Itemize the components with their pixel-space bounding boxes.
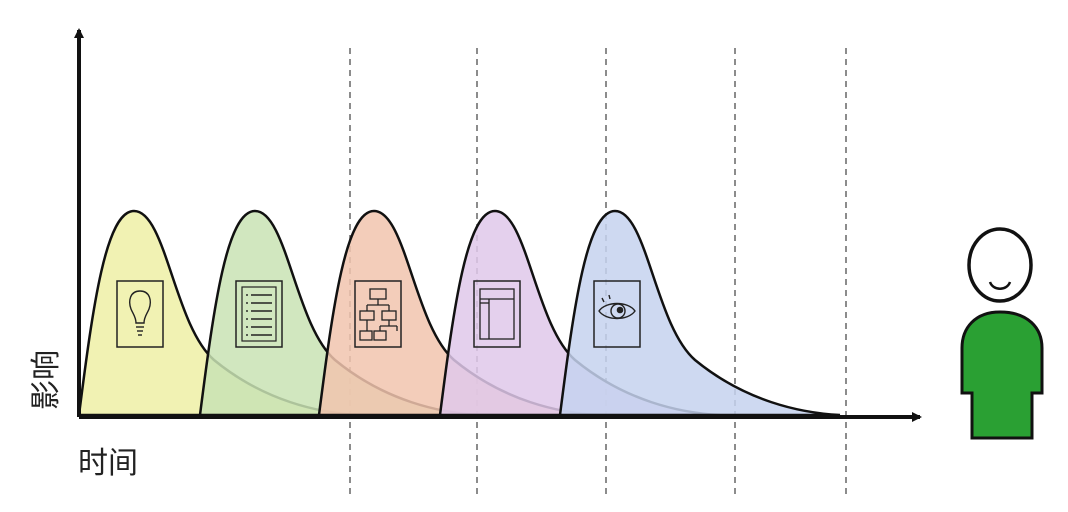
x-axis-label: 时间 xyxy=(78,446,138,481)
y-axis-label: 影响 xyxy=(29,350,64,410)
lightbulb-icon xyxy=(116,280,164,348)
hierarchy-icon xyxy=(354,280,402,348)
phase-curves xyxy=(77,209,841,417)
eye-icon xyxy=(593,280,641,348)
person-smile xyxy=(988,281,1012,290)
axes xyxy=(74,28,922,422)
user-person-icon xyxy=(960,227,1044,440)
layout-icon xyxy=(473,280,521,348)
list-document-icon xyxy=(235,280,283,348)
person-body xyxy=(960,310,1044,440)
person-head xyxy=(967,227,1033,303)
phase-curve-5 xyxy=(558,209,841,417)
phase-icons xyxy=(116,280,641,348)
